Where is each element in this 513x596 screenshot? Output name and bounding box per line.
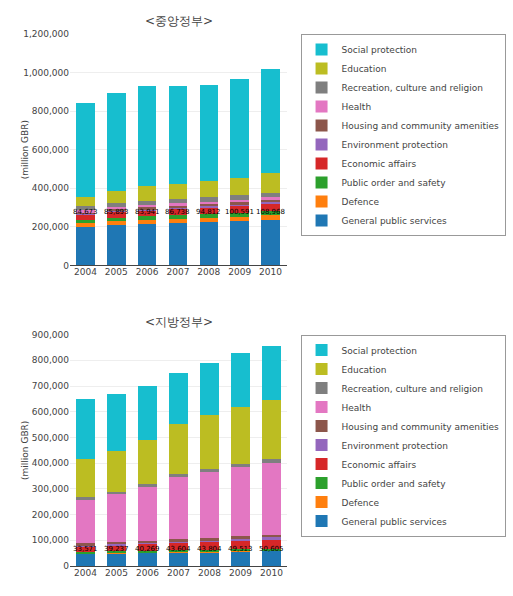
svg-text:Economic affairs: Economic affairs bbox=[342, 159, 417, 169]
svg-text:2007: 2007 bbox=[167, 568, 190, 578]
svg-text:2007: 2007 bbox=[167, 267, 190, 277]
svg-text:Education: Education bbox=[342, 365, 387, 375]
svg-text:49,513: 49,513 bbox=[228, 545, 253, 553]
svg-text:<중앙정부>: <중앙정부> bbox=[145, 14, 213, 28]
svg-text:86,738: 86,738 bbox=[165, 208, 190, 216]
svg-text:43,604: 43,604 bbox=[166, 545, 191, 553]
svg-text:Social protection: Social protection bbox=[342, 346, 418, 356]
svg-text:100,000: 100,000 bbox=[32, 535, 69, 545]
svg-text:700,000: 700,000 bbox=[32, 381, 69, 391]
svg-text:200,000: 200,000 bbox=[32, 222, 69, 232]
svg-text:Housing and community amenitie: Housing and community amenities bbox=[342, 121, 499, 131]
svg-text:2006: 2006 bbox=[136, 267, 159, 277]
svg-text:General public services: General public services bbox=[342, 216, 448, 226]
svg-text:600,000: 600,000 bbox=[32, 145, 69, 155]
svg-text:2006: 2006 bbox=[136, 568, 159, 578]
svg-text:2010: 2010 bbox=[259, 267, 282, 277]
svg-text:Public order and safety: Public order and safety bbox=[342, 479, 447, 489]
svg-text:39,237: 39,237 bbox=[104, 545, 129, 553]
svg-text:2005: 2005 bbox=[105, 267, 128, 277]
svg-text:Defence: Defence bbox=[342, 197, 380, 207]
svg-text:40,269: 40,269 bbox=[135, 545, 160, 553]
svg-text:1,200,000: 1,200,000 bbox=[23, 29, 69, 39]
svg-text:2009: 2009 bbox=[228, 267, 251, 277]
svg-text:85,893: 85,893 bbox=[104, 208, 129, 216]
svg-text:2008: 2008 bbox=[197, 267, 220, 277]
svg-text:Environment protection: Environment protection bbox=[342, 140, 448, 150]
svg-text:Defence: Defence bbox=[342, 498, 380, 508]
svg-text:1,000,000: 1,000,000 bbox=[23, 68, 69, 78]
svg-text:33,571: 33,571 bbox=[73, 545, 98, 553]
svg-text:800,000: 800,000 bbox=[32, 106, 69, 116]
svg-text:400,000: 400,000 bbox=[32, 458, 69, 468]
svg-text:94,812: 94,812 bbox=[196, 208, 221, 216]
svg-text:2004: 2004 bbox=[74, 568, 97, 578]
svg-text:<지방정부>: <지방정부> bbox=[145, 315, 213, 329]
svg-text:600,000: 600,000 bbox=[32, 407, 69, 417]
svg-text:300,000: 300,000 bbox=[32, 484, 69, 494]
svg-text:Health: Health bbox=[342, 102, 372, 112]
svg-text:500,000: 500,000 bbox=[32, 433, 69, 443]
svg-text:2010: 2010 bbox=[260, 568, 283, 578]
svg-text:2004: 2004 bbox=[74, 267, 97, 277]
svg-text:Environment protection: Environment protection bbox=[342, 441, 448, 451]
svg-text:83,941: 83,941 bbox=[135, 208, 160, 216]
svg-text:Public order and safety: Public order and safety bbox=[342, 178, 447, 188]
svg-text:50,605: 50,605 bbox=[259, 545, 284, 553]
svg-text:Recreation, culture and religi: Recreation, culture and religion bbox=[342, 83, 483, 93]
svg-text:84,673: 84,673 bbox=[73, 208, 98, 216]
svg-text:Housing and community amenitie: Housing and community amenities bbox=[342, 422, 499, 432]
svg-text:General public services: General public services bbox=[342, 517, 448, 527]
svg-text:400,000: 400,000 bbox=[32, 183, 69, 193]
svg-text:0: 0 bbox=[63, 261, 69, 271]
svg-text:Health: Health bbox=[342, 403, 372, 413]
svg-text:108,968: 108,968 bbox=[256, 208, 285, 216]
svg-text:2005: 2005 bbox=[105, 568, 128, 578]
svg-text:2008: 2008 bbox=[198, 568, 221, 578]
svg-text:(million GBR): (million GBR) bbox=[20, 421, 30, 480]
svg-text:800,000: 800,000 bbox=[32, 355, 69, 365]
svg-text:900,000: 900,000 bbox=[32, 330, 69, 340]
svg-text:0: 0 bbox=[63, 561, 69, 571]
svg-text:Education: Education bbox=[342, 64, 387, 74]
svg-text:Social protection: Social protection bbox=[342, 45, 418, 55]
svg-text:100,591: 100,591 bbox=[225, 208, 254, 216]
svg-text:(million GBR): (million GBR) bbox=[20, 120, 30, 179]
svg-text:200,000: 200,000 bbox=[32, 510, 69, 520]
svg-text:2009: 2009 bbox=[229, 568, 252, 578]
svg-text:Economic affairs: Economic affairs bbox=[342, 460, 417, 470]
svg-text:Recreation, culture and religi: Recreation, culture and religion bbox=[342, 384, 483, 394]
svg-text:43,804: 43,804 bbox=[197, 545, 222, 553]
